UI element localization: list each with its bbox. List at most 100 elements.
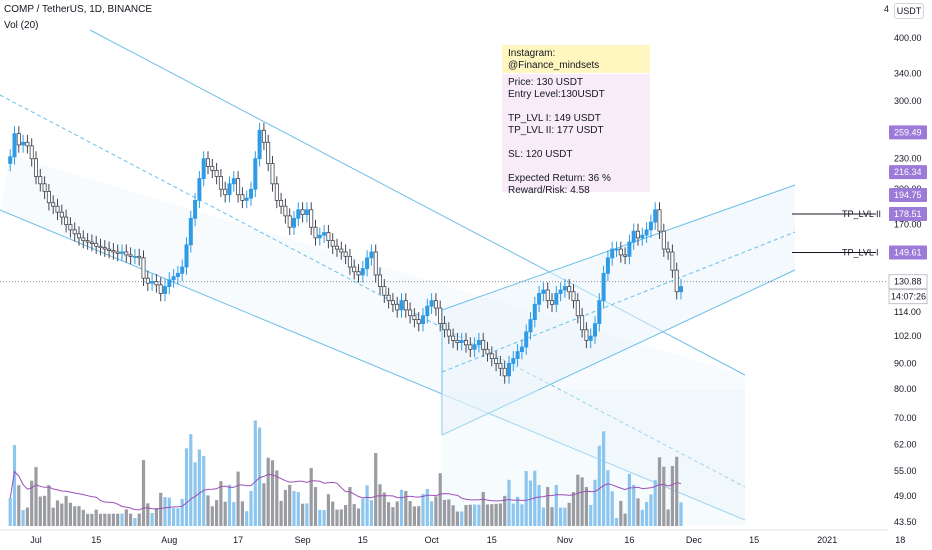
volume-bar	[202, 456, 206, 526]
volume-bar	[374, 453, 378, 526]
volume-bar	[632, 484, 636, 526]
volume-bar	[21, 510, 25, 526]
volume-bar	[17, 485, 21, 526]
candle-body	[562, 286, 567, 291]
price-tick-label: 43.50	[894, 517, 917, 527]
time-axis[interactable]: Jul 15 Aug 17 Sep 15 Oct 15 Nov 16 Dec 15 2021 18	[0, 529, 932, 550]
volume-bar	[240, 501, 244, 526]
volume-bar	[90, 513, 94, 526]
candle-body	[175, 272, 180, 277]
candle-body	[128, 254, 133, 257]
volume-bar	[675, 456, 679, 526]
candle-body	[369, 251, 374, 259]
currency-selector[interactable]: USDT	[894, 3, 924, 19]
volume-bar	[197, 449, 201, 526]
volume-bar	[580, 477, 584, 526]
candle-body	[145, 277, 150, 284]
volume-bar	[262, 483, 266, 526]
candle-body	[390, 300, 395, 305]
candle-body	[339, 248, 344, 253]
volume-bar	[378, 484, 382, 526]
volume-bar	[481, 492, 485, 526]
candle-body	[29, 145, 34, 160]
volume-pane	[8, 420, 683, 526]
candle-body	[8, 156, 13, 164]
volume-bar	[520, 504, 524, 526]
candle-body	[296, 209, 301, 219]
volume-indicator-label[interactable]: Vol (20)	[4, 20, 39, 31]
candle-body	[158, 284, 163, 294]
candle-body	[248, 188, 253, 199]
up-channel-lower	[441, 269, 796, 436]
candle-body	[541, 289, 546, 294]
volume-bar	[464, 505, 468, 526]
volume-bar	[485, 504, 490, 526]
candle-body	[287, 215, 292, 228]
candle-body	[261, 129, 266, 143]
volume-bar	[176, 508, 180, 526]
candle-body	[205, 158, 210, 167]
candle-body	[442, 323, 447, 331]
volume-bar	[68, 502, 72, 526]
candle-body	[661, 230, 666, 250]
volume-bar	[546, 487, 550, 526]
candle-body	[408, 309, 413, 317]
candle-body	[240, 194, 245, 201]
candle-body	[42, 183, 47, 192]
time-tick-label: 17	[233, 535, 243, 545]
volume-bar	[258, 427, 262, 526]
volume-bar	[184, 448, 189, 526]
time-tick-label: 16	[624, 535, 634, 545]
volume-bar	[503, 495, 507, 526]
volume-bar	[331, 501, 335, 526]
candlestick-series	[8, 122, 684, 384]
down-channel-mid	[0, 94, 746, 488]
volume-bar	[344, 505, 348, 526]
candle-body	[567, 286, 572, 293]
volume-bar	[404, 490, 408, 526]
volume-bar	[610, 491, 614, 526]
volume-bar	[94, 509, 98, 526]
candle-body	[300, 209, 305, 216]
candle-body	[528, 319, 533, 333]
volume-bar	[387, 502, 391, 526]
candle-body	[674, 269, 679, 293]
candle-body	[481, 340, 486, 350]
countdown-tag	[888, 289, 928, 305]
candle-body	[274, 183, 279, 201]
volume-bar	[245, 511, 249, 526]
candle-body	[283, 205, 288, 217]
candle-body	[171, 276, 176, 281]
volume-bar	[559, 507, 563, 526]
candle-body	[580, 315, 585, 331]
volume-bar	[412, 506, 416, 526]
candle-body	[313, 226, 318, 239]
volume-bar	[81, 509, 85, 526]
volume-bar	[494, 503, 498, 526]
volume-bar	[206, 495, 210, 526]
volume-bar	[606, 470, 610, 526]
candle-body	[188, 217, 193, 246]
candle-body	[657, 209, 662, 232]
candle-body	[365, 257, 370, 269]
candle-body	[511, 358, 516, 364]
candle-body	[476, 340, 481, 346]
target-level-lines: TP_LVL II TP_LVL I	[792, 209, 881, 258]
price-tick-label: 114.00	[894, 307, 921, 317]
volume-bar	[180, 498, 184, 526]
volume-bar	[550, 507, 554, 526]
volume-bar	[563, 507, 567, 526]
volume-bar	[567, 502, 571, 526]
volume-bar	[451, 505, 455, 526]
candle-body	[597, 300, 602, 325]
price-tick-label: 400.00	[894, 33, 922, 43]
volume-bar	[296, 492, 300, 526]
candle-body	[494, 358, 499, 364]
candle-body	[459, 340, 464, 344]
volume-bar	[210, 506, 214, 526]
volume-bar	[51, 507, 55, 526]
candle-body	[21, 141, 26, 146]
volume-bar	[55, 500, 60, 526]
